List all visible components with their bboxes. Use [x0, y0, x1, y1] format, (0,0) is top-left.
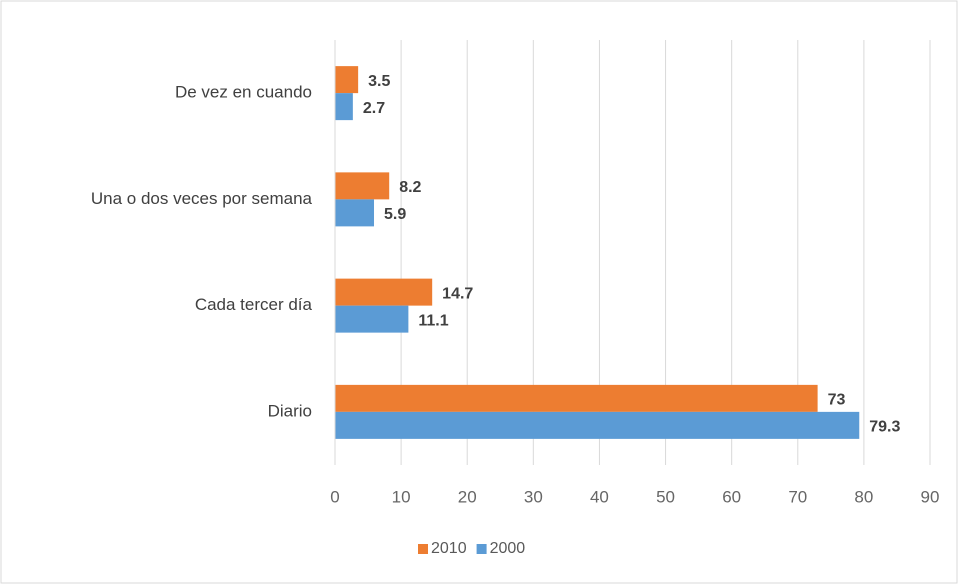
legend-label: 2010: [431, 540, 467, 557]
x-tick-label: 90: [921, 487, 940, 506]
bar: [335, 384, 818, 412]
data-label: 5.9: [384, 206, 406, 223]
data-label: 2.7: [363, 100, 385, 117]
x-tick-label: 20: [458, 487, 477, 506]
bar: [335, 411, 860, 439]
x-tick-label: 50: [656, 487, 675, 506]
y-tick-label: De vez en cuando: [175, 83, 312, 102]
legend-label: 2000: [490, 540, 526, 557]
y-tick-label: Una o dos veces por semana: [91, 189, 313, 208]
bar: [335, 66, 359, 94]
data-label: 8.2: [399, 179, 421, 196]
bar: [335, 305, 409, 333]
legend-swatch: [418, 544, 428, 554]
legend-swatch: [476, 544, 487, 554]
x-tick-label: 60: [722, 487, 741, 506]
data-label: 3.5: [368, 73, 390, 90]
data-label: 79.3: [869, 419, 900, 436]
data-label: 11.1: [418, 312, 448, 329]
y-tick-label: Cada tercer día: [195, 295, 313, 314]
x-tick-label: 40: [590, 487, 609, 506]
data-label: 14.7: [442, 285, 473, 302]
bar: [335, 278, 433, 306]
bar: [335, 199, 375, 227]
x-tick-label: 10: [392, 487, 411, 506]
bar: [335, 172, 390, 200]
x-tick-label: 70: [788, 487, 807, 506]
x-tick-label: 0: [330, 487, 339, 506]
x-tick-label: 30: [524, 487, 543, 506]
x-tick-label: 80: [854, 487, 873, 506]
y-tick-label: Diario: [268, 401, 312, 420]
data-label: 73: [828, 392, 846, 409]
bar: [335, 93, 353, 121]
